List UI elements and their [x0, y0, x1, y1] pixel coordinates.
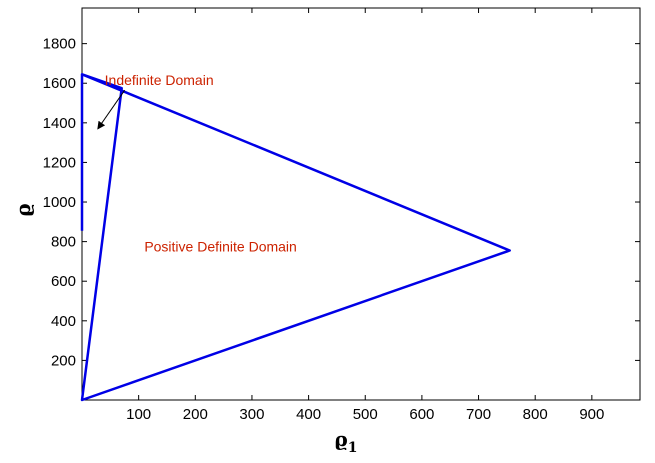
- y-axis: 200 400 600 800 1000 1200 1400 1600 1800: [43, 36, 640, 369]
- y-tick-label: 1200: [43, 154, 76, 171]
- y-tick-label: 400: [51, 313, 76, 330]
- y-tick-label: 800: [51, 234, 76, 251]
- x-tick-label: 400: [296, 406, 321, 423]
- x-tick-label: 700: [466, 406, 491, 423]
- annotations: Indefinite Domain Positive Definite Domai…: [97, 72, 297, 255]
- x-tick-label: 600: [409, 406, 434, 423]
- y-tick-label: 600: [51, 273, 76, 290]
- annotation-arrow: [97, 89, 126, 130]
- x-axis: 100 200 300 400 500 600 700 800 900: [126, 8, 604, 423]
- y-tick-label: 1600: [43, 75, 76, 92]
- series-line: [80, 73, 511, 402]
- plot-area: [81, 7, 641, 401]
- y-axis-title: ϱ: [11, 203, 35, 216]
- x-tick-label: 800: [523, 406, 548, 423]
- x-tick-label: 500: [353, 406, 378, 423]
- y-tick-label: 1400: [43, 115, 76, 132]
- y-tick-label: 1000: [43, 194, 76, 211]
- x-tick-label: 200: [183, 406, 208, 423]
- y-tick-label: 1800: [43, 36, 76, 53]
- x-axis-title: ϱ1: [334, 427, 357, 456]
- annotation-label: Positive Definite Domain: [144, 239, 297, 255]
- x-tick-label: 100: [126, 406, 151, 423]
- x-tick-label: 900: [579, 406, 604, 423]
- x-tick-label: 300: [239, 406, 264, 423]
- series-group: [80, 73, 511, 402]
- annotation-label: Indefinite Domain: [105, 72, 214, 88]
- y-tick-label: 200: [51, 352, 76, 369]
